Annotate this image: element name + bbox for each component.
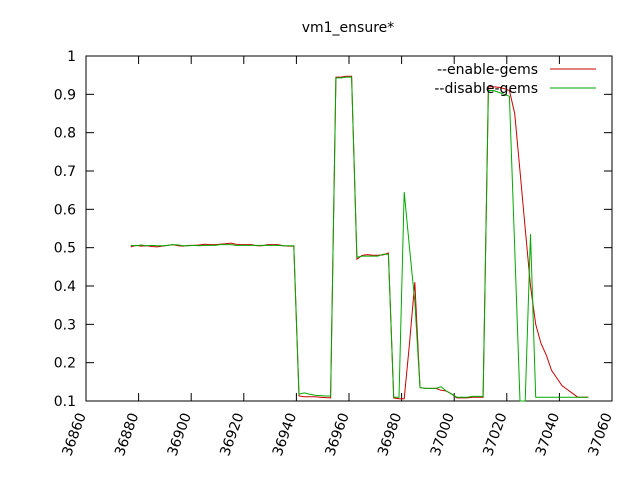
- x-tick-label: 36960: [322, 411, 352, 458]
- x-tick-label: 36920: [217, 411, 247, 458]
- x-tick-label: 36900: [165, 411, 195, 458]
- y-tick-label: 0.8: [54, 126, 76, 142]
- y-tick-label: 0.9: [54, 87, 76, 103]
- x-tick-label: 36980: [375, 411, 405, 458]
- legend: --enable-gems --disable-gems: [434, 62, 596, 97]
- y-axis: 0.1 0.2 0.3 0.4 0.5 0.6 0.7 0.8 0.9 1: [54, 49, 612, 410]
- x-tick-label: 37020: [480, 411, 510, 458]
- y-tick-label: 0.3: [54, 317, 76, 333]
- plot-border: [85, 55, 613, 402]
- x-tick-label: 37060: [585, 411, 615, 458]
- x-tick-label: 36940: [270, 411, 300, 458]
- legend-label: --enable-gems: [437, 62, 538, 78]
- x-axis: 36860 36880 36900 36920 36940 36960 36980 37000…: [59, 56, 616, 458]
- plot-frame: [85, 55, 613, 402]
- x-tick-label: 36880: [112, 411, 142, 458]
- chart-title: vm1_ensure*: [302, 20, 395, 36]
- legend-label: --disable-gems: [434, 81, 538, 97]
- y-tick-label: 0.2: [54, 356, 76, 372]
- y-tick-label: 1: [67, 49, 76, 65]
- x-tick-label: 36860: [59, 411, 89, 458]
- y-tick-label: 0.5: [54, 241, 76, 257]
- x-tick-label: 37000: [428, 411, 458, 458]
- series-layer: [130, 75, 589, 402]
- y-tick-label: 0.7: [54, 164, 76, 180]
- series-line-disable-gems: [130, 76, 589, 402]
- x-tick-label: 37040: [533, 411, 563, 458]
- series-line-enable-gems: [130, 75, 589, 400]
- y-tick-label: 0.4: [54, 279, 76, 295]
- y-tick-label: 0.6: [54, 202, 76, 218]
- y-tick-label: 0.1: [54, 394, 76, 410]
